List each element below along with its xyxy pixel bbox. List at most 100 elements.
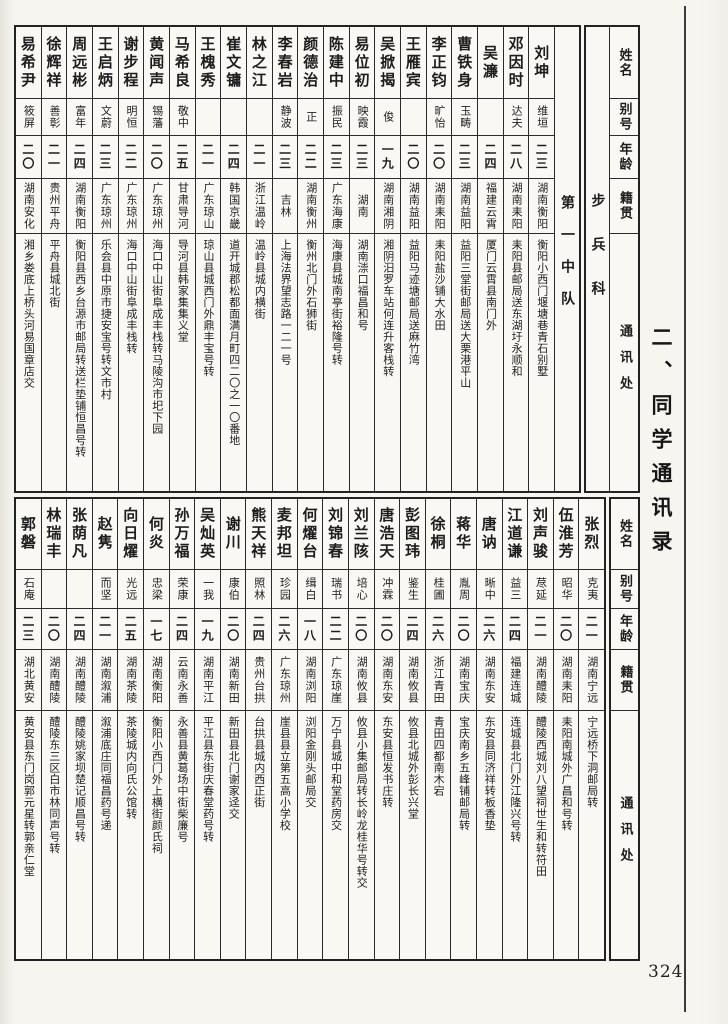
student-origin: 福建连城 (502, 650, 528, 711)
student-name: 麦邦坦 (272, 499, 297, 570)
student-age: 二六 (476, 609, 502, 650)
student-address: 新田县北门谢家迳交 (227, 716, 241, 820)
student-alias: 忠梁 (144, 570, 169, 609)
student-origin: 广东琼州 (93, 179, 118, 234)
student-column: 林之江 二一 浙江温岭 温岭县城内横街 (246, 27, 272, 491)
header-address: 通讯处 (617, 323, 632, 402)
student-age: 一七 (144, 609, 169, 650)
student-column: 麦邦坦 珍园 二六 广东琼州 崖县县立第五高小学校 (271, 499, 297, 959)
top-table-entries: 易希尹 筱屏 二〇 湖南安化 湘乡娄底上桥头河易国章店交 徐辉祥 善彰 二一 贵… (16, 27, 555, 491)
student-age: 二一 (92, 609, 118, 650)
student-column: 易希尹 筱屏 二〇 湖南安化 湘乡娄底上桥头河易国章店交 (16, 27, 41, 491)
section-title: 二、同学通讯录 (649, 326, 673, 564)
student-age: 二四 (502, 609, 528, 650)
student-column: 刘声骏 荩延 二一 湖南醴陵 醴陵西城刘八望祠世生和转符田 (527, 499, 553, 959)
student-name: 何炎 (144, 499, 169, 570)
bottom-column-headers: 姓名 别号 年龄 籍贯 通讯处 (611, 499, 638, 959)
student-name: 刘兰陔 (348, 499, 374, 570)
branch-label: 步兵科 (586, 27, 610, 491)
student-column: 何燿台 缉白 一八 湖南浏阳 浏阳金刚头邮局交 (296, 499, 323, 959)
student-age: 二五 (170, 136, 195, 179)
student-age: 二〇 (16, 136, 41, 179)
bottom-header-strip: 姓名 别号 年龄 籍贯 通讯处 (609, 497, 640, 961)
student-origin: 广东琼崖 (323, 650, 348, 711)
student-address: 浏阳金刚头邮局交 (304, 716, 318, 808)
student-name: 王槐秀 (195, 27, 221, 99)
student-origin: 湖南耒阳 (426, 179, 452, 234)
header-name: 姓名 (610, 27, 638, 99)
student-address: 崖县县立第五高小学校 (278, 716, 292, 831)
student-name: 何燿台 (297, 499, 323, 570)
student-age: 二一 (195, 136, 221, 179)
student-address: 湘乡娄底上桥头河易国章店交 (22, 239, 36, 389)
student-origin: 广东琼州 (272, 650, 297, 711)
student-name: 刘锦春 (323, 499, 348, 570)
student-age: 二三 (529, 136, 555, 179)
student-column: 伍淮芳 昭华 二〇 湖南耒阳 耒阳南城外广昌和号转 (552, 499, 579, 959)
student-alias: 荩延 (528, 570, 553, 609)
student-alias: 维垣 (529, 99, 555, 136)
student-age: 二一 (579, 609, 605, 650)
student-name: 邓因时 (503, 27, 529, 99)
student-age: 二四 (478, 136, 503, 179)
student-address: 青田四都南木宕 (432, 716, 446, 797)
student-origin: 湖南宝庆 (451, 650, 476, 711)
student-alias: 振民 (324, 99, 349, 136)
bottom-table-entries: 郭磐 石庵 二三 湖北黄安 黄安县东门岗郭元星转郭亲仁堂 林瑞丰 二〇 湖南醴陵… (16, 499, 605, 959)
student-origin: 湖南衡阳 (67, 179, 93, 234)
student-column: 彭图玮 鉴生 二四 湖南攸县 攸县北城外彭长兴堂 (399, 499, 425, 959)
student-origin: 湖南醴陵 (41, 650, 67, 711)
student-address: 茶陵城内向氏公馆转 (124, 716, 138, 820)
header-alias: 别号 (611, 570, 638, 609)
student-origin: 广东琼州 (118, 179, 144, 234)
student-address: 攸县北城外彭长兴堂 (406, 716, 420, 820)
student-name: 林瑞丰 (41, 499, 67, 570)
student-alias: 明恒 (118, 99, 144, 136)
student-address: 海口中山街阜成丰栈转马陵沟市圯下园 (150, 239, 164, 435)
student-origin: 广东琼山 (195, 179, 221, 234)
student-column: 王槐秀 二一 广东琼山 琼山县城西门外鼎丰宝号转 (194, 27, 221, 491)
header-name: 姓名 (611, 499, 638, 570)
student-alias: 正 (298, 99, 324, 136)
student-origin: 贵州台拱 (246, 650, 272, 711)
header-origin: 籍贯 (611, 650, 638, 711)
student-origin: 湖南安化 (16, 179, 41, 234)
student-address: 宝庆南乡五峰铺邮局转 (457, 716, 471, 831)
student-column: 孙万福 荣康 二四 云南永善 永善县黄葛场中街柴廉号 (168, 499, 195, 959)
student-column: 蒋华 胤周 二〇 湖南宝庆 宝庆南乡五峰铺邮局转 (450, 499, 476, 959)
student-age: 二八 (503, 136, 529, 179)
student-column: 黄闻声 锡藩 二〇 广东琼州 海口中山街阜成丰栈转马陵沟市圯下园 (143, 27, 170, 491)
student-column: 谢步程 明恒 二二 广东琼州 海口中山街阜成丰栈转 (117, 27, 144, 491)
student-age: 二三 (272, 136, 298, 179)
student-column: 颜德治 正 二二 湖南衡州 衡州北门外石狮街 (297, 27, 324, 491)
student-origin: 浙江青田 (425, 650, 451, 711)
student-alias: 善彰 (41, 99, 67, 136)
student-name: 郭磐 (16, 499, 41, 570)
student-address: 永善县黄葛场中街柴廉号 (175, 716, 189, 843)
student-address: 海口中山街阜成丰栈转 (125, 239, 139, 354)
student-origin: 吉林 (272, 179, 298, 234)
student-column: 江道谦 益三 二四 福建连城 连城县北门外江隆兴号转 (501, 499, 528, 959)
student-origin: 湖南宁远 (579, 650, 605, 711)
student-address: 益阳三堂街邮局送大栗港平山 (458, 239, 472, 389)
student-alias: 一我 (195, 570, 220, 609)
student-age: 二六 (272, 609, 297, 650)
student-address: 东安县恒发书庄转 (380, 716, 394, 808)
student-alias: 珍园 (272, 570, 297, 609)
student-origin: 福建云霄 (478, 179, 503, 234)
student-age: 二四 (246, 609, 272, 650)
student-alias (401, 99, 426, 136)
student-origin: 湖南东安 (476, 650, 502, 711)
student-column: 吴濂 二四 福建云霄 厦门云霄县南门外 (477, 27, 503, 491)
student-address: 衡阳小西门堰塘巷青石别墅 (535, 239, 549, 377)
top-column-headers: 姓名 别号 年龄 籍贯 通讯处 (610, 27, 638, 491)
student-age: 二〇 (374, 609, 400, 650)
student-address: 耒阳盐沙铺大水田 (433, 239, 447, 331)
student-origin: 韩国京畿 (221, 179, 247, 234)
student-address: 醴陵东三区白市林同声号转 (47, 716, 61, 854)
student-address: 导河县韩家集集义堂 (176, 239, 190, 343)
student-name: 孙万福 (169, 499, 195, 570)
top-roster-table: 易希尹 筱屏 二〇 湖南安化 湘乡娄底上桥头河易国章店交 徐辉祥 善彰 二一 贵… (14, 25, 640, 493)
student-address: 海康县城南亭街裕隆号转 (330, 239, 344, 366)
student-origin: 湖南益阳 (401, 179, 426, 234)
